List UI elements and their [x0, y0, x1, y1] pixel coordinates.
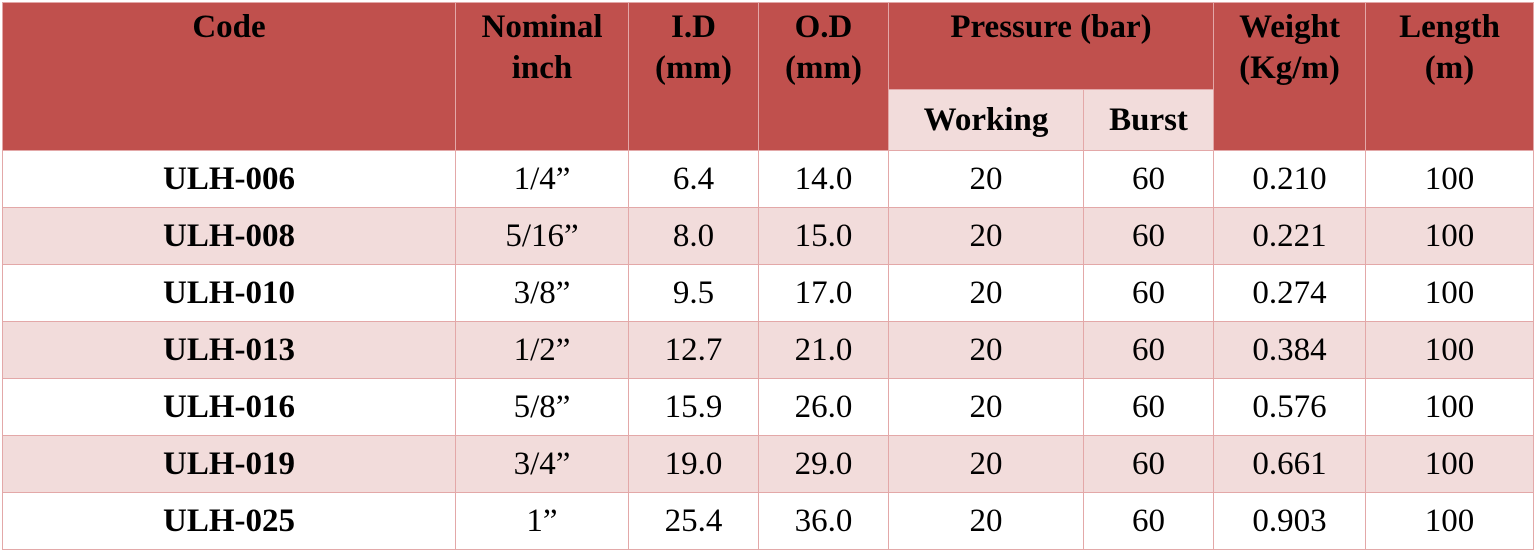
cell-length: 100: [1365, 492, 1535, 550]
cell-od: 15.0: [758, 207, 889, 265]
cell-length: 100: [1365, 435, 1535, 493]
cell-working: 20: [888, 264, 1084, 322]
cell-code: ULH-016: [2, 378, 456, 436]
header-length: Length (m): [1365, 2, 1535, 151]
cell-code: ULH-006: [2, 150, 456, 208]
cell-length: 100: [1365, 378, 1535, 436]
cell-burst: 60: [1082, 150, 1215, 208]
table-row: ULH-025 1” 25.4 36.0 20 60 0.903 100: [2, 492, 1535, 550]
cell-code: ULH-008: [2, 207, 456, 265]
cell-weight: 0.210: [1213, 150, 1367, 208]
cell-code: ULH-019: [2, 435, 456, 493]
table-row: ULH-006 1/4” 6.4 14.0 20 60 0.210 100: [2, 150, 1535, 208]
cell-code: ULH-010: [2, 264, 456, 322]
table-row: ULH-010 3/8” 9.5 17.0 20 60 0.274 100: [2, 264, 1535, 322]
header-working: Working: [888, 89, 1084, 151]
cell-working: 20: [888, 435, 1084, 493]
table-row: ULH-016 5/8” 15.9 26.0 20 60 0.576 100: [2, 378, 1535, 436]
cell-burst: 60: [1082, 378, 1215, 436]
cell-nominal: 5/16”: [455, 207, 629, 265]
header-weight: Weight (Kg/m): [1213, 2, 1367, 151]
header-code: Code: [2, 2, 456, 151]
cell-od: 36.0: [758, 492, 889, 550]
cell-od: 14.0: [758, 150, 889, 208]
cell-id: 6.4: [628, 150, 759, 208]
cell-od: 17.0: [758, 264, 889, 322]
cell-working: 20: [888, 150, 1084, 208]
cell-length: 100: [1365, 207, 1535, 265]
cell-nominal: 1/4”: [455, 150, 629, 208]
header-od: O.D (mm): [758, 2, 889, 151]
cell-id: 25.4: [628, 492, 759, 550]
cell-id: 9.5: [628, 264, 759, 322]
cell-burst: 60: [1082, 321, 1215, 379]
cell-nominal: 1/2”: [455, 321, 629, 379]
cell-code: ULH-013: [2, 321, 456, 379]
cell-burst: 60: [1082, 264, 1215, 322]
cell-burst: 60: [1082, 492, 1215, 550]
cell-length: 100: [1365, 264, 1535, 322]
cell-od: 21.0: [758, 321, 889, 379]
cell-working: 20: [888, 492, 1084, 550]
cell-od: 29.0: [758, 435, 889, 493]
table-row: ULH-013 1/2” 12.7 21.0 20 60 0.384 100: [2, 321, 1535, 379]
header-nominal: Nominal inch: [455, 2, 629, 151]
cell-working: 20: [888, 207, 1084, 265]
cell-nominal: 3/4”: [455, 435, 629, 493]
cell-code: ULH-025: [2, 492, 456, 550]
table-row: ULH-019 3/4” 19.0 29.0 20 60 0.661 100: [2, 435, 1535, 493]
cell-burst: 60: [1082, 207, 1215, 265]
cell-id: 12.7: [628, 321, 759, 379]
cell-nominal: 1”: [455, 492, 629, 550]
cell-working: 20: [888, 378, 1084, 436]
table-row: ULH-008 5/16” 8.0 15.0 20 60 0.221 100: [2, 207, 1535, 265]
cell-id: 19.0: [628, 435, 759, 493]
header-burst: Burst: [1082, 89, 1215, 151]
header-id: I.D (mm): [628, 2, 759, 151]
cell-id: 15.9: [628, 378, 759, 436]
table-body: ULH-006 1/4” 6.4 14.0 20 60 0.210 100 ULH-008 5/1…: [2, 150, 1535, 550]
cell-nominal: 3/8”: [455, 264, 629, 322]
cell-burst: 60: [1082, 435, 1215, 493]
header-pressure: Pressure (bar): [887, 2, 1215, 90]
cell-weight: 0.903: [1213, 492, 1367, 550]
cell-nominal: 5/8”: [455, 378, 629, 436]
cell-length: 100: [1365, 150, 1535, 208]
cell-length: 100: [1365, 321, 1535, 379]
cell-working: 20: [888, 321, 1084, 379]
cell-weight: 0.274: [1213, 264, 1367, 322]
cell-od: 26.0: [758, 378, 889, 436]
cell-weight: 0.221: [1213, 207, 1367, 265]
cell-weight: 0.576: [1213, 378, 1367, 436]
cell-weight: 0.384: [1213, 321, 1367, 379]
cell-id: 8.0: [628, 207, 759, 265]
cell-weight: 0.661: [1213, 435, 1367, 493]
